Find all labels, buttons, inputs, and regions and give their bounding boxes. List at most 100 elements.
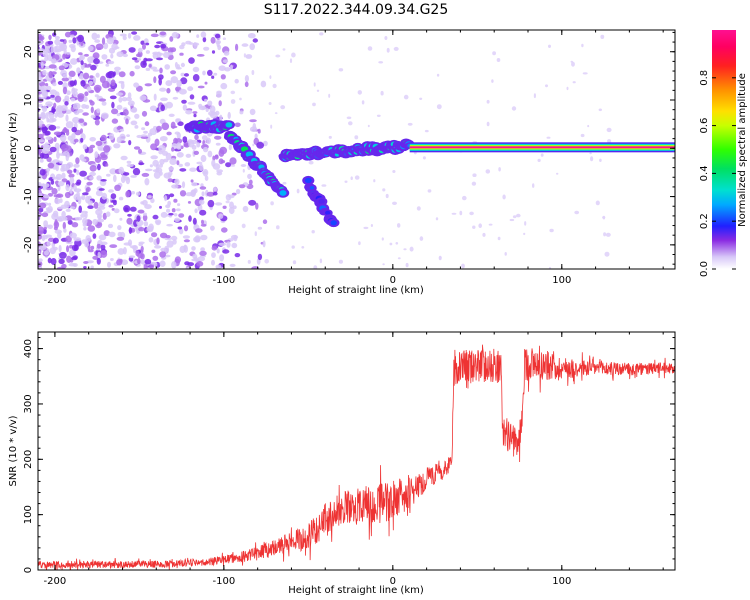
heatmap-noise-cell bbox=[110, 53, 114, 59]
heatmap-noise-cell bbox=[118, 196, 124, 201]
heatmap-noise-cell bbox=[78, 205, 82, 213]
heatmap-noise-cell bbox=[66, 255, 72, 263]
heatmap-noise-cell bbox=[158, 145, 166, 153]
heatmap-noise-cell bbox=[122, 109, 129, 116]
heatmap-noise-cell bbox=[55, 164, 59, 172]
heatmap-noise-cell bbox=[589, 152, 592, 155]
heatmap-noise-cell bbox=[419, 236, 424, 241]
heatmap-noise-cell bbox=[177, 203, 181, 207]
heatmap-noise-cell bbox=[197, 256, 206, 262]
heatmap-noise-cell bbox=[239, 110, 244, 115]
heatmap-noise-cell bbox=[172, 239, 177, 245]
snr-x-tick-label: 100 bbox=[552, 576, 571, 587]
heatmap-noise-cell bbox=[216, 169, 224, 173]
heatmap-noise-cell bbox=[143, 263, 148, 269]
heatmap-noise-cell bbox=[203, 46, 210, 51]
heatmap-noise-cell bbox=[272, 83, 277, 89]
heatmap-x-axis-label: Height of straight line (km) bbox=[288, 285, 424, 296]
heatmap-noise-cell bbox=[125, 118, 129, 125]
heatmap-noise-cell bbox=[202, 36, 207, 43]
heatmap-noise-cell bbox=[247, 33, 256, 39]
heatmap-marks bbox=[38, 30, 675, 269]
heatmap-noise-cell bbox=[38, 258, 43, 263]
heatmap-noise-cell bbox=[69, 177, 75, 184]
heatmap-noise-cell bbox=[119, 258, 123, 263]
snr-y-tick-label: 400 bbox=[23, 339, 34, 358]
colorbar-tick-label: 0.2 bbox=[699, 213, 710, 229]
heatmap-noise-cell bbox=[130, 175, 137, 178]
heatmap-noise-cell bbox=[159, 87, 167, 92]
heatmap-noise-cell bbox=[58, 65, 65, 71]
heatmap-noise-cell bbox=[114, 66, 121, 71]
heatmap-noise-cell bbox=[76, 169, 80, 176]
heatmap-noise-cell bbox=[370, 224, 373, 227]
heatmap-noise-cell bbox=[185, 40, 192, 45]
heatmap-noise-cell bbox=[382, 188, 386, 192]
heatmap-noise-cell bbox=[85, 187, 91, 192]
heatmap-noise-cell bbox=[210, 36, 216, 44]
heatmap-noise-cell bbox=[150, 143, 158, 151]
heatmap-noise-cell bbox=[84, 240, 89, 248]
heatmap-noise-cell bbox=[38, 86, 45, 93]
heatmap-noise-cell bbox=[60, 70, 67, 77]
heatmap-noise-cell bbox=[367, 124, 370, 128]
heatmap-noise-cell bbox=[179, 190, 187, 197]
heatmap-noise-cell bbox=[152, 255, 159, 261]
colorbar-label: Normalized spectral amplitude bbox=[737, 73, 748, 227]
heatmap-noise-cell bbox=[301, 246, 305, 249]
heatmap-noise-cell bbox=[178, 228, 184, 235]
heatmap-noise-cell bbox=[122, 35, 127, 41]
heatmap-noise-cell bbox=[150, 155, 158, 160]
heatmap-noise-cell bbox=[171, 31, 179, 39]
heatmap-noise-cell bbox=[193, 113, 197, 118]
heatmap-noise-cell bbox=[193, 42, 198, 50]
colorbar-gradient bbox=[712, 30, 736, 269]
heatmap-noise-cell bbox=[113, 174, 117, 183]
heatmap-noise-cell bbox=[537, 158, 541, 162]
heatmap-noise-cell bbox=[168, 166, 174, 171]
heatmap-noise-cell bbox=[181, 181, 186, 189]
heatmap-noise-cell bbox=[64, 191, 71, 199]
heatmap-noise-cell bbox=[154, 44, 161, 49]
heatmap-noise-cell bbox=[92, 255, 99, 260]
heatmap-noise-cell bbox=[100, 244, 106, 251]
heatmap-noise-cell bbox=[346, 116, 352, 120]
heatmap-y-tick-label: -20 bbox=[23, 237, 34, 253]
heatmap-noise-cell bbox=[47, 224, 53, 230]
heatmap-noise-cell bbox=[363, 226, 369, 230]
heatmap-noise-cell bbox=[211, 245, 218, 251]
heatmap-noise-cell bbox=[57, 80, 64, 85]
heatmap-noise-cell bbox=[169, 158, 177, 165]
heatmap-x-ticks: -200 -100 0 100 bbox=[44, 30, 664, 286]
heatmap-noise-cell bbox=[211, 75, 215, 79]
heatmap-noise-cell bbox=[263, 140, 268, 147]
heatmap-noise-cell bbox=[109, 133, 115, 141]
heatmap-noise-cell bbox=[152, 159, 159, 167]
heatmap-noise-cell bbox=[182, 235, 190, 239]
heatmap-noise-cell bbox=[230, 99, 236, 104]
heatmap-noise-cell bbox=[153, 171, 161, 179]
heatmap-noise-cell bbox=[71, 244, 79, 252]
heatmap-noise-cell bbox=[122, 247, 127, 255]
heatmap-noise-cell bbox=[175, 208, 181, 212]
heatmap-noise-cell bbox=[77, 95, 84, 102]
heatmap-noise-cell bbox=[478, 223, 483, 228]
heatmap-noise-cell bbox=[96, 175, 102, 181]
heatmap-noise-cell bbox=[213, 187, 217, 192]
heatmap-noise-cell bbox=[240, 164, 247, 167]
heatmap-noise-cell bbox=[218, 213, 224, 219]
heatmap-noise-cell bbox=[83, 122, 88, 126]
heatmap-noise-cell bbox=[192, 74, 200, 82]
heatmap-noise-cell bbox=[54, 95, 62, 103]
heatmap-noise-cell bbox=[82, 144, 88, 150]
heatmap-noise-cell bbox=[78, 75, 83, 79]
heatmap-noise-cell bbox=[123, 205, 131, 213]
heatmap-noise-cell bbox=[164, 195, 168, 202]
heatmap-noise-cell bbox=[313, 82, 316, 87]
heatmap-noise-cell bbox=[53, 136, 57, 142]
heatmap-noise-cell bbox=[179, 52, 184, 56]
heatmap-noise-cell bbox=[230, 164, 236, 167]
heatmap-noise-cell bbox=[62, 221, 66, 230]
